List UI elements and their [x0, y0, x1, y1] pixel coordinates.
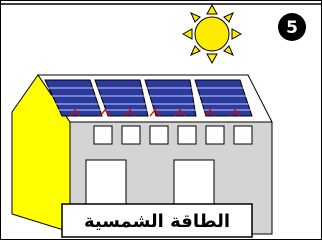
caption-box: الطاقة الشمسية [62, 204, 252, 237]
solar-energy-illustration: 5 الطاقة الشمسية [0, 0, 322, 240]
caption: الطاقة الشمسية [84, 211, 230, 232]
badge-number: 5 [286, 18, 298, 38]
sun [183, 5, 241, 63]
badge: 5 [278, 13, 306, 41]
